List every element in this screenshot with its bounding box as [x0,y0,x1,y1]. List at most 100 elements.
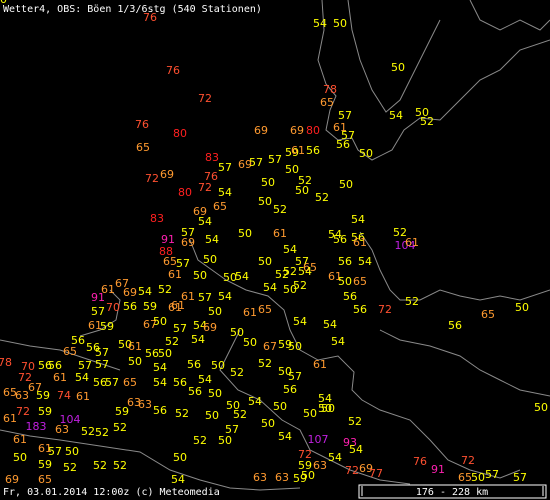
station-gust: 50 [238,227,252,240]
station-gust: 57 [341,129,355,142]
station-gust: 57 [181,226,195,239]
station-gust: 65 [213,200,227,213]
station-gust: 56 [48,359,62,372]
station-gust: 56 [343,290,357,303]
station-gust: 78 [323,83,337,96]
station-gust: 65 [3,386,17,399]
station-gust: 70 [21,360,35,373]
station-gust: 83 [150,212,164,225]
station-gust: 52 [230,366,244,379]
station-gust: 83 [205,151,219,164]
station-gust: 61 [3,412,17,425]
station-gust: 67 [263,340,277,353]
station-gust: 69 [238,158,252,171]
station-gust: 183 [26,420,47,433]
station-gust: 50 [318,402,332,415]
station-gust: 76 [413,455,427,468]
station-gust: 50 [205,409,219,422]
station-gust: 63 [15,389,29,402]
station-gust: 52 [293,279,307,292]
country-border [379,329,550,397]
station-gust: 59 [100,320,114,333]
station-gust: 54 [328,228,342,241]
station-gust: 56 [187,358,201,371]
country-border [359,231,550,301]
station-gust: 57 [176,257,190,270]
country-border [219,329,411,485]
station-gust: 52 [95,426,109,439]
station-gust: 50 [258,195,272,208]
station-gust: 52 [315,191,329,204]
station-gust: 104 [395,239,416,252]
station-gust: 69 [359,462,373,475]
station-gust: 56 [86,341,100,354]
station-gust: 50 [333,17,347,30]
station-gust: 57 [78,359,92,372]
station-gust: 54 [389,109,403,122]
station-gust: 52 [348,415,362,428]
station-gust: 65 [353,275,367,288]
station-gust: 56 [353,303,367,316]
station-gust: 50 [13,451,27,464]
station-gust: 50 [208,387,222,400]
station-gust: 50 [0,0,7,6]
station-gust: 104 [60,413,81,426]
station-gust: 54 [358,255,372,268]
station-gust: 59 [38,405,52,418]
station-gust: 59 [298,459,312,472]
station-gust: 69 [123,286,137,299]
station-gust: 54 [205,233,219,246]
station-gust: 54 [263,281,277,294]
station-gust: 50 [218,434,232,447]
station-gust: 57 [173,322,187,335]
station-gust: 54 [278,430,292,443]
station-gust: 61 [168,268,182,281]
station-gust: 54 [75,371,89,384]
station-gust: 50 [288,340,302,353]
station-gust: 52 [193,434,207,447]
coastline [79,289,121,337]
station-gust: 52 [158,283,172,296]
station-gust: 54 [298,265,312,278]
scale-box [358,484,547,499]
station-gust: 56 [336,138,350,151]
scale-label: 176 - 228 km [416,487,488,498]
station-gust: 57 [95,346,109,359]
station-gust: 56 [283,383,297,396]
station-gust: 52 [298,174,312,187]
station-gust: 72 [298,448,312,461]
station-gust: 88 [159,245,173,258]
station-gust: 61 [313,358,327,371]
footer-date: Fr, 03.01.2014 12:00z (c) Meteomedia [3,487,220,498]
station-gust: 63 [127,396,141,409]
station-gust: 54 [198,215,212,228]
map-title: Wetter4, OBS: Böen 1/3/6stg (540 Station… [3,4,262,15]
station-gust: 50 [303,407,317,420]
station-gust: 50 [230,326,244,339]
station-gust: 63 [138,398,152,411]
station-gust: 61 [13,433,27,446]
station-gust: 69 [181,236,195,249]
station-gust: 61 [328,270,342,283]
station-gust: 76 [204,170,218,183]
station-gust: 52 [165,335,179,348]
station-gust: 57 [105,376,119,389]
station-gust: 50 [193,269,207,282]
station-gust: 50 [226,399,240,412]
station-gust: 91 [91,291,105,304]
station-gust: 69 [290,124,304,137]
station-gust: 65 [258,303,272,316]
station-gust: 69 [254,124,268,137]
country-border [189,239,521,479]
station-gust: 65 [38,473,52,486]
station-gust: 50 [391,61,405,74]
station-gust: 57 [198,291,212,304]
station-gust: 65 [303,261,317,274]
station-gust: 50 [223,271,237,284]
station-gust: 50 [415,106,429,119]
station-gust: 59 [115,405,129,418]
station-gust: 50 [301,469,315,482]
station-gust: 56 [306,144,320,157]
station-gust: 63 [313,459,327,472]
